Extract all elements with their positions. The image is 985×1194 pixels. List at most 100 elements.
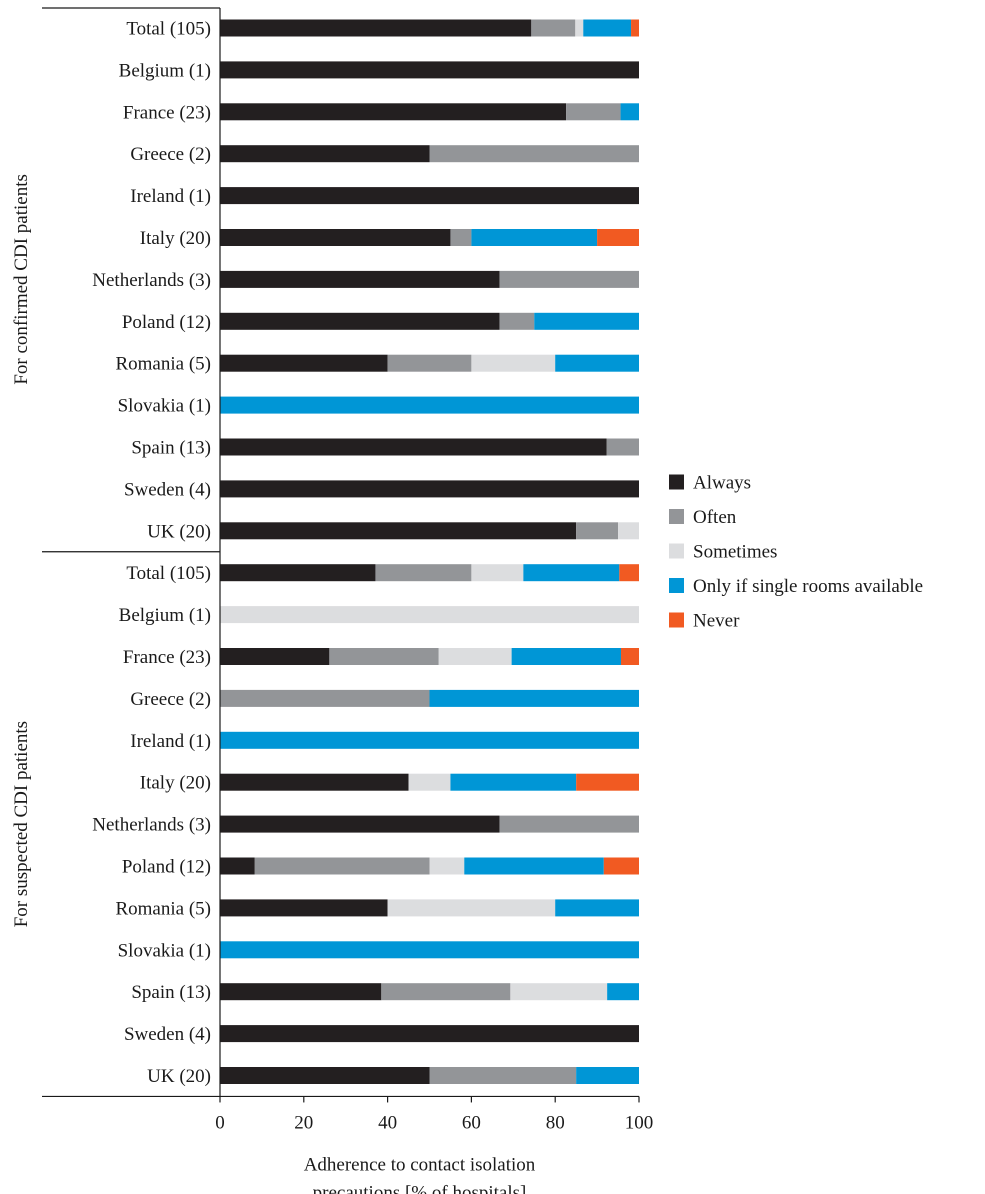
- bar-segment-only-if-single-rooms-available: [620, 103, 639, 121]
- bar-segment-often: [381, 983, 511, 1001]
- bar-segment-never: [576, 773, 639, 791]
- group-label: For suspected CDI patients: [11, 721, 32, 927]
- legend-swatch: [669, 578, 684, 593]
- category-label: France (23): [123, 647, 211, 668]
- category-label: Romania (5): [115, 354, 211, 375]
- bar-segment-often: [450, 229, 472, 246]
- bar-segment-always: [220, 564, 376, 582]
- category-label: Netherlands (3): [92, 815, 211, 836]
- legend-swatch: [669, 509, 684, 524]
- bar-segment-always: [220, 145, 430, 163]
- bars-layer: [220, 19, 639, 1084]
- bar-segment-often: [576, 522, 619, 540]
- bar-segment-always: [220, 61, 639, 79]
- bar-segment-sometimes: [220, 606, 639, 624]
- bar-segment-only-if-single-rooms-available: [450, 773, 577, 791]
- category-label: Sweden (4): [124, 479, 211, 500]
- bar-segment-always: [220, 899, 388, 917]
- bar-segment-often: [499, 815, 639, 833]
- bar-segment-often: [429, 1067, 577, 1084]
- legend-label: Always: [693, 473, 751, 494]
- bar-segment-always: [220, 1025, 639, 1043]
- category-label: Slovakia (1): [118, 940, 211, 961]
- bar-segment-sometimes: [471, 564, 524, 582]
- legend: Always Often Sometimes Only if single rooms…: [669, 473, 923, 632]
- bar-segment-always: [220, 773, 409, 791]
- x-tick-label: 0: [215, 1112, 225, 1133]
- legend-label: Often: [693, 507, 737, 528]
- category-label: Italy (20): [140, 228, 211, 249]
- bar-segment-always: [220, 815, 500, 833]
- category-label: Total (105): [126, 563, 211, 584]
- x-tick-label: 40: [378, 1112, 397, 1133]
- bar-segment-sometimes: [471, 354, 556, 372]
- bar-segment-often: [387, 354, 472, 372]
- bar-segment-often: [429, 145, 639, 163]
- bar-segment-never: [603, 857, 639, 875]
- bar-segment-always: [220, 1067, 430, 1084]
- category-label: Ireland (1): [130, 731, 211, 752]
- legend-label: Sometimes: [693, 542, 777, 563]
- bar-segment-only-if-single-rooms-available: [583, 19, 632, 37]
- category-label: Netherlands (3): [92, 270, 211, 291]
- bar-segment-always: [220, 187, 639, 205]
- category-label: Belgium (1): [119, 60, 211, 81]
- category-label: Sweden (4): [124, 1024, 211, 1045]
- bar-segment-only-if-single-rooms-available: [429, 689, 639, 707]
- x-axis-title-line: Adherence to contact isolation: [304, 1154, 536, 1175]
- bar-segment-often: [606, 438, 639, 456]
- bar-segment-sometimes: [618, 522, 639, 540]
- bar-segment-only-if-single-rooms-available: [220, 941, 639, 959]
- bar-segment-never: [631, 19, 639, 37]
- category-label: Total (105): [126, 19, 211, 40]
- group-label: For confirmed CDI patients: [11, 174, 32, 385]
- legend-swatch: [669, 543, 684, 559]
- bar-segment-only-if-single-rooms-available: [471, 229, 598, 246]
- bar-segment-always: [220, 103, 567, 121]
- category-label: Greece (2): [130, 689, 211, 710]
- bar-segment-always: [220, 522, 577, 540]
- category-label: Spain (13): [131, 438, 211, 459]
- category-label: Italy (20): [140, 773, 211, 794]
- legend-swatch: [669, 612, 684, 628]
- category-label: Poland (12): [122, 857, 211, 878]
- bar-segment-never: [620, 648, 639, 665]
- bar-segment-always: [220, 438, 607, 456]
- x-ticks: 0 20 40 60 80 100: [215, 1096, 653, 1133]
- category-label: Spain (13): [131, 982, 211, 1003]
- x-axis-title: Adherence to contact isolation precaution…: [304, 1154, 536, 1194]
- bar-segment-always: [220, 648, 330, 665]
- bar-segment-always: [220, 19, 532, 37]
- bar-segment-often: [329, 648, 439, 665]
- category-label: UK (20): [147, 1066, 211, 1087]
- bar-segment-only-if-single-rooms-available: [607, 983, 639, 1001]
- bar-segment-often: [531, 19, 576, 37]
- x-tick-label: 100: [625, 1112, 654, 1133]
- bar-segment-always: [220, 229, 451, 246]
- bar-segment-only-if-single-rooms-available: [523, 564, 620, 582]
- category-label: Slovakia (1): [118, 396, 211, 417]
- x-tick-label: 80: [546, 1112, 565, 1133]
- x-tick-label: 20: [294, 1112, 313, 1133]
- bar-segment-never: [597, 229, 639, 246]
- bar-segment-only-if-single-rooms-available: [534, 312, 639, 330]
- bar-segment-sometimes: [387, 899, 556, 917]
- bar-segment-often: [375, 564, 472, 582]
- bar-segment-only-if-single-rooms-available: [576, 1067, 639, 1084]
- category-label: Greece (2): [130, 144, 211, 165]
- category-label: Poland (12): [122, 312, 211, 333]
- bar-segment-only-if-single-rooms-available: [220, 731, 639, 749]
- x-tick-label: 60: [462, 1112, 481, 1133]
- bar-segment-often: [566, 103, 621, 121]
- bar-segment-always: [220, 270, 500, 288]
- bar-segment-only-if-single-rooms-available: [220, 396, 639, 414]
- category-label: Belgium (1): [119, 605, 211, 626]
- category-label: Romania (5): [115, 898, 211, 919]
- bar-segment-always: [220, 354, 388, 372]
- bar-segment-often: [499, 312, 535, 330]
- category-label: Ireland (1): [130, 186, 211, 207]
- bar-segment-always: [220, 312, 500, 330]
- bar-segment-only-if-single-rooms-available: [555, 354, 639, 372]
- bar-segment-sometimes: [408, 773, 451, 791]
